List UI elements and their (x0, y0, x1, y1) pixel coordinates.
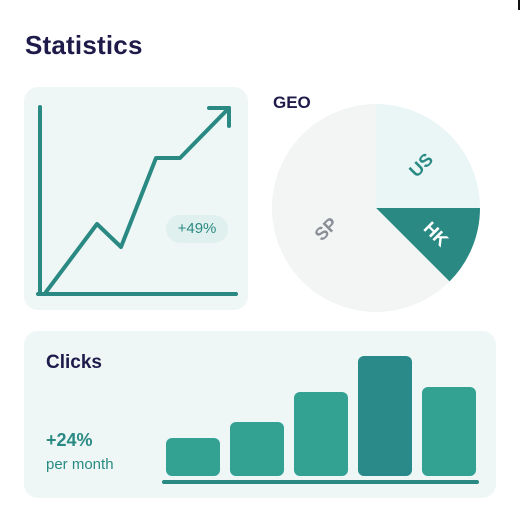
geo-pie-chart: US HK SP (272, 104, 480, 312)
pie-slice-sp (272, 104, 450, 312)
clicks-bar (358, 356, 412, 476)
trend-card (24, 87, 248, 310)
growth-badge: +49% (166, 215, 228, 243)
geo-title: GEO (273, 93, 311, 112)
clicks-bar (294, 392, 348, 476)
pie-slice-us (376, 104, 480, 208)
trend-line-chart (36, 105, 238, 296)
clicks-bar (166, 438, 220, 476)
clicks-period: per month (46, 456, 114, 473)
clicks-bar (230, 422, 284, 476)
clicks-bar (422, 387, 476, 476)
pie-slice-hk (376, 208, 480, 282)
page-title: Statistics (25, 30, 143, 60)
trend-line (44, 106, 231, 294)
clicks-title: Clicks (46, 352, 102, 373)
clicks-change: +24% (46, 430, 93, 450)
arrow-up-right-icon (207, 106, 231, 128)
window-edge-marker (518, 0, 520, 10)
